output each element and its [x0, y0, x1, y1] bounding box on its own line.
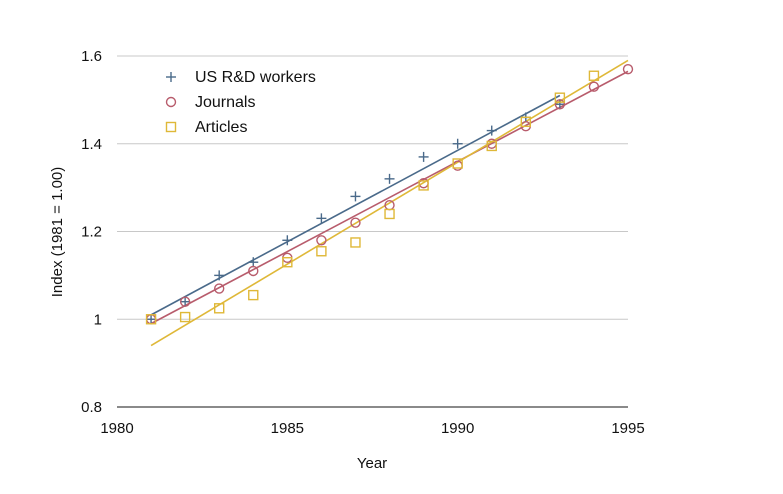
point-us-rd-workers	[214, 270, 225, 281]
point-journals	[554, 99, 566, 110]
point-articles	[248, 289, 259, 301]
x-tick-label: 1995	[611, 420, 644, 437]
point-us-rd-workers	[146, 314, 157, 325]
tick-labels: 0.8 1 1.2 1.4 1.6 1980 1985 1990 1995	[81, 48, 645, 437]
legend-label-articles: Articles	[195, 119, 247, 136]
y-tick-label: 1.2	[81, 224, 102, 241]
point-journals	[622, 63, 634, 75]
point-us-rd-workers	[282, 235, 293, 246]
point-articles	[418, 180, 429, 191]
y-tick-label: 1.4	[81, 136, 102, 153]
point-articles	[554, 92, 566, 103]
point-us-rd-workers	[248, 257, 259, 268]
point-articles	[282, 257, 293, 268]
point-journals	[179, 296, 191, 307]
point-journals	[213, 283, 225, 294]
point-journals	[316, 235, 327, 246]
y-axis-title: Index (1981 = 1.00)	[49, 167, 66, 298]
legend-label-us-rd-workers: US R&D workers	[195, 69, 316, 86]
point-us-rd-workers	[418, 151, 429, 162]
legend-label-journals: Journals	[195, 94, 255, 111]
x-axis-title: Year	[357, 455, 387, 472]
point-articles	[213, 303, 225, 314]
point-us-rd-workers	[350, 191, 361, 202]
legend-marker-journals	[165, 96, 177, 108]
point-articles	[350, 237, 361, 248]
point-us-rd-workers	[486, 125, 497, 136]
point-articles	[384, 208, 395, 220]
point-us-rd-workers	[316, 213, 327, 224]
x-tick-label: 1990	[441, 420, 474, 437]
trendline-journals	[150, 70, 629, 325]
point-us-rd-workers	[384, 173, 395, 184]
y-tick-label: 0.8	[81, 399, 102, 416]
trendline-articles	[150, 59, 629, 347]
point-journals	[588, 81, 600, 92]
point-articles	[145, 314, 157, 325]
legend: US R&D workers Journals Articles	[165, 69, 316, 136]
y-tick-label: 1	[94, 311, 102, 328]
data-markers	[145, 63, 634, 325]
x-tick-label: 1980	[100, 420, 133, 437]
point-articles	[486, 140, 497, 152]
point-journals	[248, 265, 259, 277]
point-articles	[179, 311, 191, 323]
point-articles	[520, 116, 531, 128]
point-articles	[588, 70, 600, 81]
point-us-rd-workers	[554, 99, 565, 110]
point-journals	[350, 217, 361, 228]
point-us-rd-workers	[180, 296, 191, 307]
point-articles	[316, 246, 327, 257]
y-tick-label: 1.6	[81, 48, 102, 65]
legend-marker-us-rd-workers	[166, 72, 176, 82]
gridlines	[117, 55, 628, 408]
legend-marker-articles	[165, 121, 177, 133]
x-tick-label: 1985	[271, 420, 304, 437]
point-articles	[452, 158, 463, 169]
point-us-rd-workers	[452, 138, 463, 149]
